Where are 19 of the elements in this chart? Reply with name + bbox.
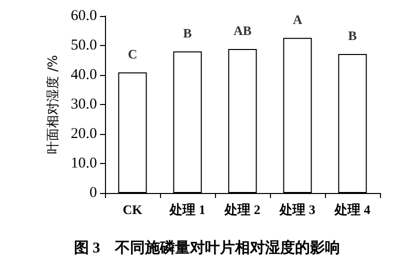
x-tick-label: 处理 3	[278, 202, 316, 217]
x-tick-label: CK	[122, 202, 144, 217]
annotation: C	[128, 46, 138, 62]
y-axis-title: 叶面相对湿度 /%	[44, 55, 61, 154]
y-tick-label: 30.0	[70, 96, 97, 112]
y-tick-label: 60.0	[70, 8, 97, 24]
y-tick-label: 50.0	[70, 38, 97, 54]
y-tick-label: 10.0	[70, 156, 97, 172]
annotation: B	[348, 28, 358, 44]
annotation: AB	[233, 23, 252, 38]
annotation: B	[183, 25, 192, 40]
x-tick-label: 处理 4	[334, 202, 371, 217]
x-tick-label: 处理 2	[224, 202, 260, 217]
text: 图 3 不同施磷量对叶片相对湿度的影响	[74, 238, 340, 256]
x-tick-label: 处理 1	[168, 202, 206, 217]
y-tick-label: 40.0	[70, 67, 97, 83]
annotation: A	[292, 12, 303, 27]
y-tick-label: 0	[90, 185, 97, 201]
y-tick-label: 20.0	[70, 126, 97, 142]
